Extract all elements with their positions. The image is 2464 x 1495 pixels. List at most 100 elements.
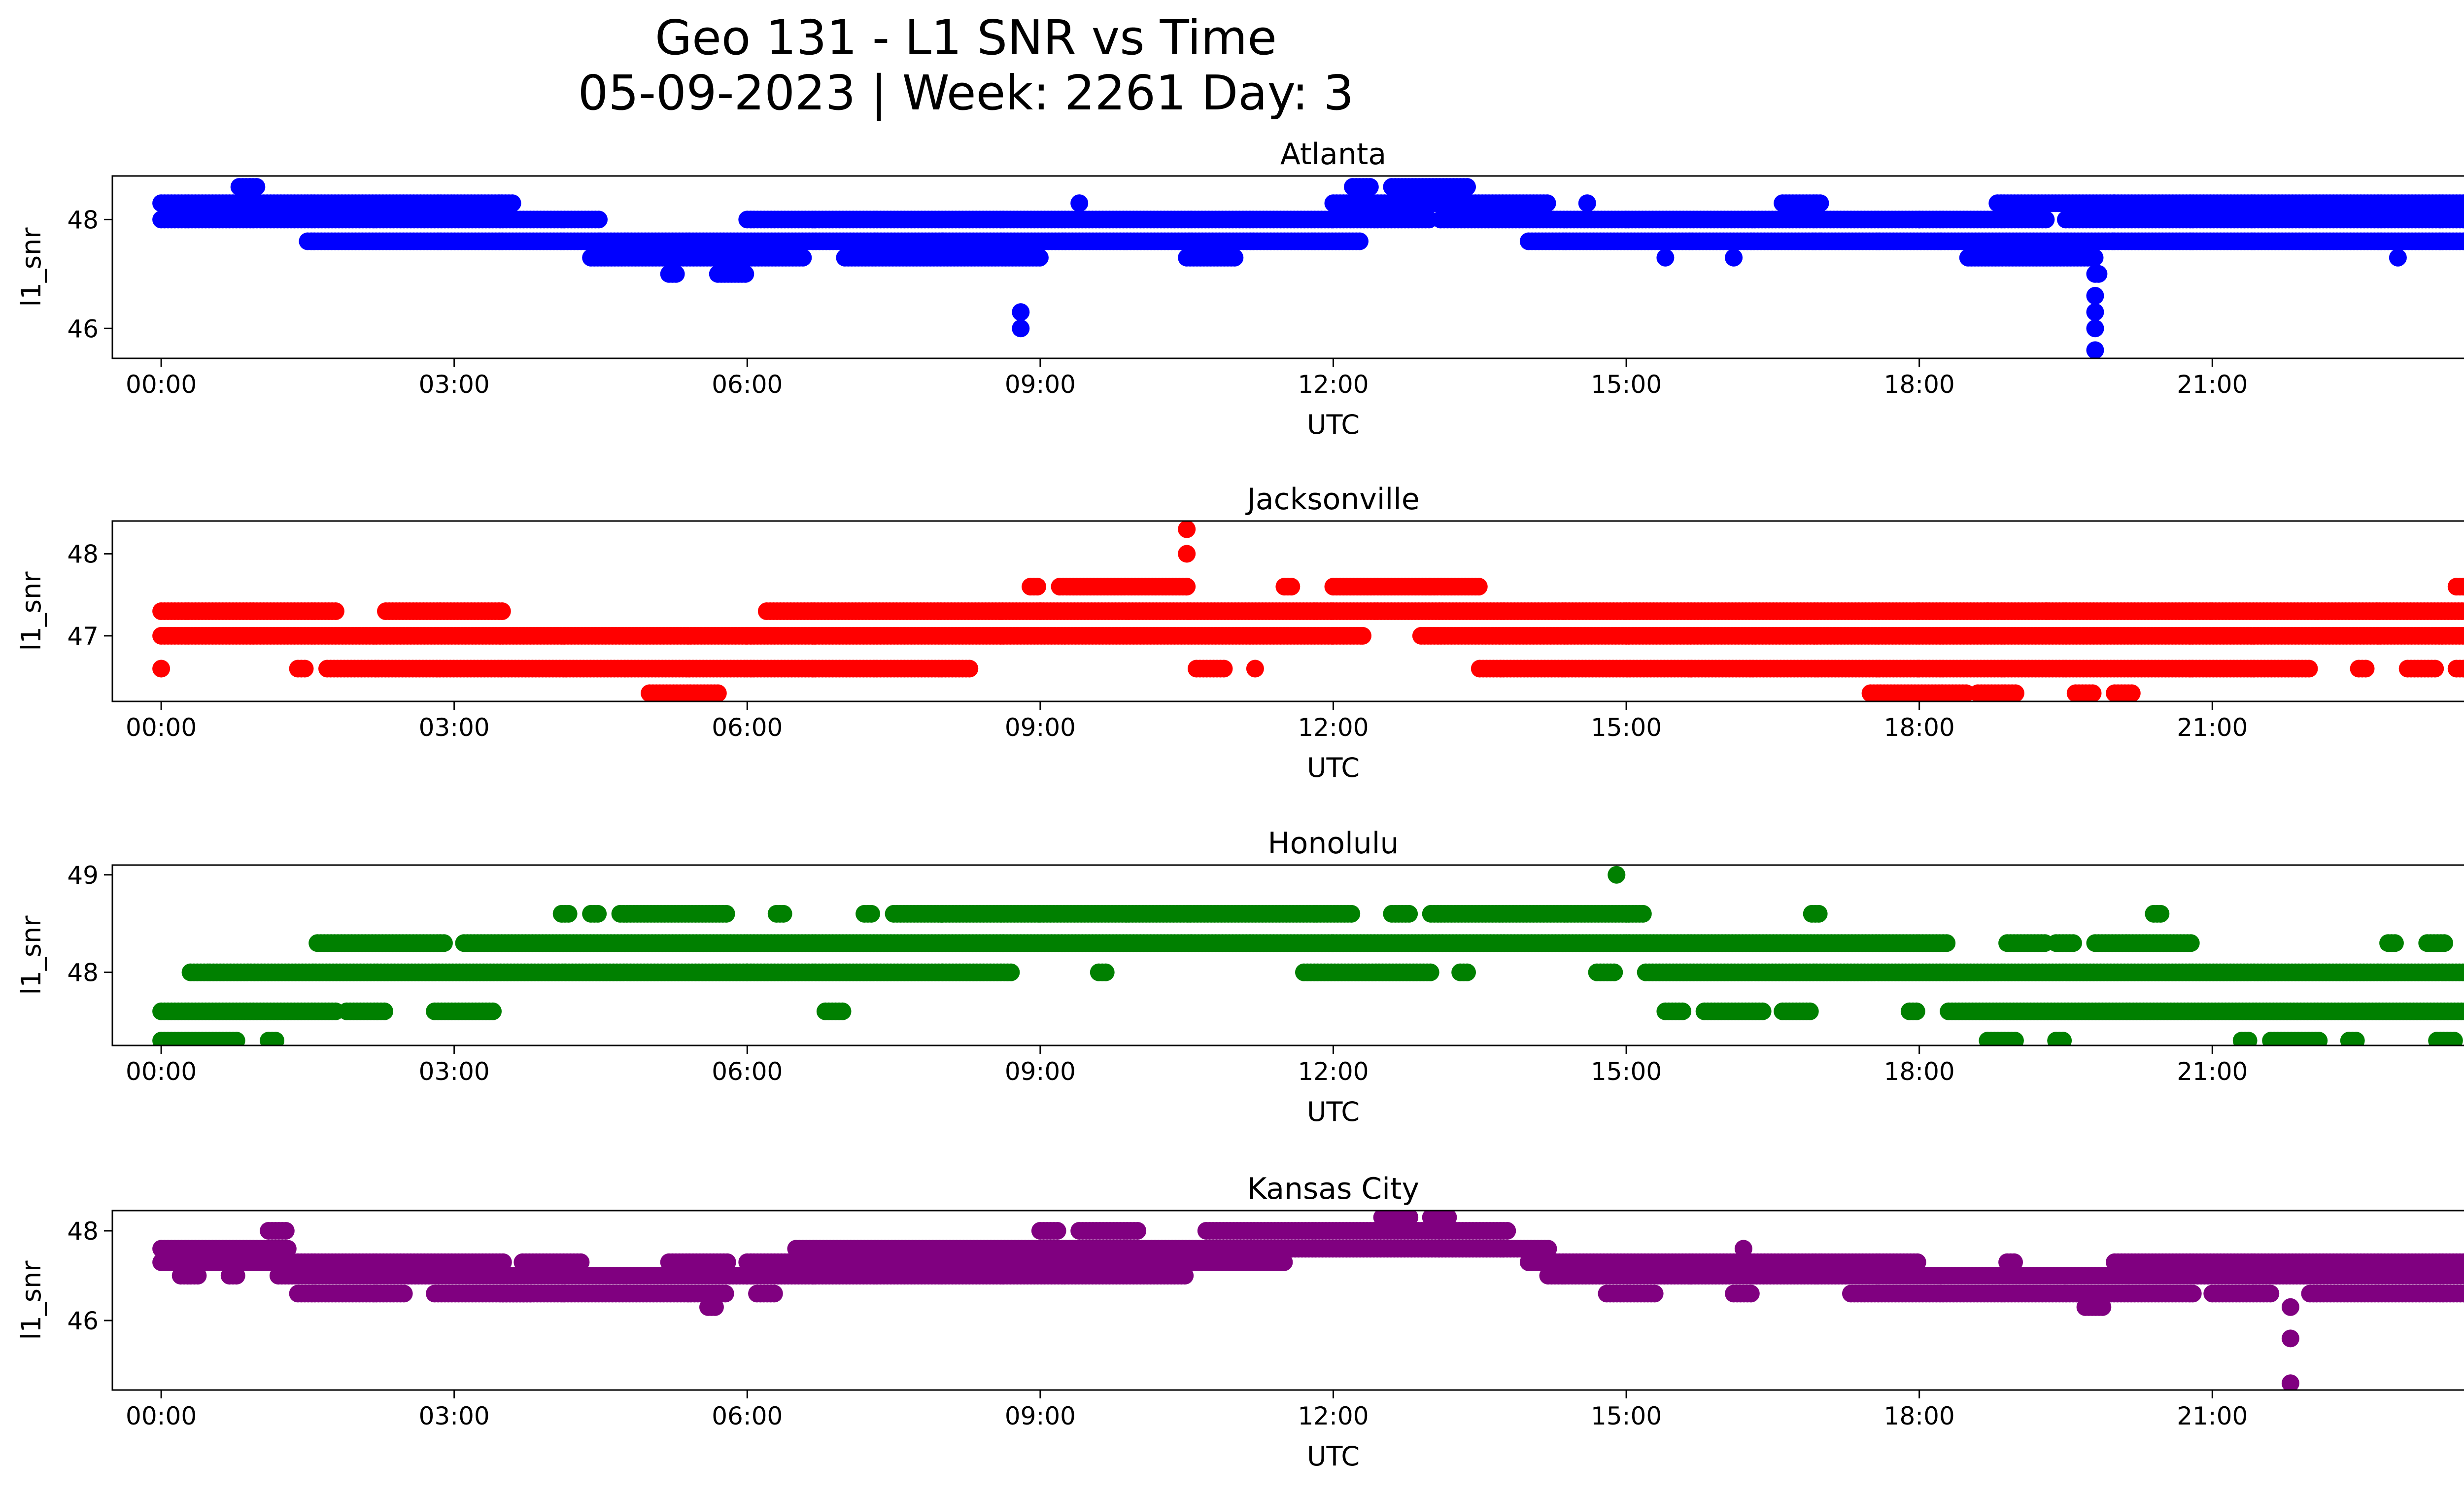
data-point: [2037, 210, 2055, 229]
x-tick-label: 12:00: [1298, 370, 1369, 399]
data-point: [2086, 341, 2104, 358]
data-point: [590, 210, 608, 229]
data-point: [1538, 194, 1556, 212]
data-point: [2089, 265, 2108, 283]
data-point: [2086, 287, 2104, 305]
data-point: [589, 904, 607, 923]
data-point: [1578, 194, 1596, 212]
data-points: [152, 178, 2464, 358]
x-tick-label: 18:00: [1884, 370, 1955, 399]
data-point: [247, 178, 266, 196]
data-point: [862, 904, 880, 923]
x-tick-label: 12:00: [1298, 713, 1369, 742]
data-point: [2300, 660, 2318, 678]
x-tick-label: 18:00: [1884, 713, 1955, 742]
y-tick-label: 48: [67, 206, 99, 234]
y-tick-label: 48: [67, 540, 99, 569]
x-tick-label: 09:00: [1005, 713, 1076, 742]
data-point: [774, 904, 792, 923]
data-point: [667, 265, 685, 283]
data-point: [1012, 319, 1030, 338]
y-axis-label: l1_snr: [16, 571, 47, 651]
data-point: [2386, 934, 2404, 952]
data-point: [794, 248, 812, 267]
data-point: [2084, 684, 2102, 701]
figure-title-line1: Geo 131 - L1 SNR vs Time: [655, 10, 1277, 66]
data-point: [1634, 904, 1652, 923]
data-point: [1938, 934, 1956, 952]
data-point: [2461, 629, 2464, 643]
data-point: [2037, 602, 2055, 620]
data-point: [435, 934, 453, 952]
x-tick-label: 06:00: [712, 713, 783, 742]
data-point: [1421, 963, 1439, 981]
data-point: [709, 684, 727, 701]
data-point: [1458, 963, 1476, 981]
data-point: [1282, 578, 1300, 596]
x-tick-label: 15:00: [1591, 370, 1662, 399]
data-point: [2454, 578, 2464, 596]
data-point: [1354, 626, 1371, 645]
x-tick-label: 03:00: [419, 370, 490, 399]
data-point: [2064, 934, 2082, 952]
y-tick-label: 47: [67, 622, 99, 651]
x-axis-label: UTC: [1307, 752, 1360, 783]
subplots: Atlanta 00:00 03:00 06:00 09:00 12:00 15:00 18:…: [16, 137, 2464, 1472]
subplot-title: Atlanta: [1280, 137, 1386, 172]
data-point: [2357, 660, 2375, 678]
data-point: [2389, 248, 2407, 267]
x-tick-label: 00:00: [126, 370, 197, 399]
data-point: [1810, 904, 1828, 923]
data-point: [2182, 934, 2200, 952]
data-point: [1400, 904, 1418, 923]
data-points: [152, 521, 2464, 701]
data-point: [2086, 303, 2104, 321]
data-point: [2086, 248, 2104, 267]
y-axis-label: l1_snr: [16, 227, 47, 307]
data-point: [2122, 684, 2141, 701]
x-tick-label: 21:00: [2177, 713, 2248, 742]
data-point: [1028, 578, 1046, 596]
x-axis-label: UTC: [1307, 409, 1360, 440]
data-point: [2461, 197, 2464, 210]
x-tick-label: 06:00: [712, 370, 783, 399]
subplot-0: Atlanta 00:00 03:00 06:00 09:00 12:00 15:00 18:…: [16, 137, 2464, 440]
data-point: [1361, 178, 1379, 196]
subplot-title: Honolulu: [1268, 826, 1399, 861]
data-point: [1605, 963, 1623, 981]
data-point: [2426, 660, 2444, 678]
x-tick-label: 03:00: [419, 713, 490, 742]
data-point: [2006, 684, 2024, 701]
data-point: [493, 602, 511, 620]
x-tick-label: 15:00: [1591, 713, 1662, 742]
data-point: [1246, 660, 1264, 678]
data-point: [1070, 194, 1089, 212]
x-tick-label: 21:00: [2177, 370, 2248, 399]
data-point: [2435, 934, 2453, 952]
data-point: [296, 660, 314, 678]
data-point: [1656, 248, 1675, 267]
data-point: [1002, 963, 1020, 981]
data-point: [2461, 213, 2464, 226]
y-tick-label: 46: [67, 314, 99, 343]
data-point: [1725, 248, 1743, 267]
data-point: [1178, 521, 1196, 538]
data-point: [1979, 602, 1997, 620]
data-point: [1470, 578, 1488, 596]
data-point: [152, 660, 171, 678]
data-point: [2460, 603, 2464, 619]
data-point: [1811, 194, 1829, 212]
subplot-title: Jacksonville: [1245, 482, 1420, 517]
data-point: [559, 904, 578, 923]
data-point: [2461, 662, 2464, 675]
data-point: [1226, 248, 1244, 267]
data-points: [152, 866, 2464, 1045]
data-point: [2461, 235, 2464, 248]
x-tick-label: 09:00: [1005, 370, 1076, 399]
data-point: [1096, 963, 1115, 981]
data-point: [1178, 545, 1196, 563]
data-point: [1012, 303, 1030, 321]
